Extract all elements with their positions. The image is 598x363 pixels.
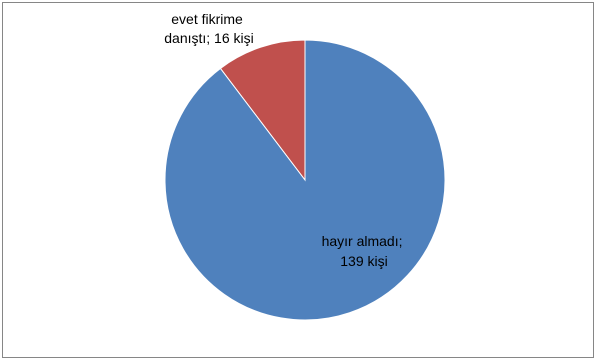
slice-label-hayir: hayır almadı; 139 kişi (322, 233, 407, 269)
pie-slices (164, 39, 446, 321)
pie-labels: evet fikrime danıştı; 16 kişi hayır alma… (164, 11, 407, 269)
pie-slice-hayir (164, 39, 446, 321)
slice-label-evet-line-2: danıştı; 16 kişi (164, 30, 254, 46)
slice-label-hayir-line-1: hayır almadı; (322, 233, 403, 249)
slice-label-hayir-line-2: 139 kişi (340, 253, 387, 269)
pie-slice-evet (219, 39, 306, 182)
slice-label-evet-line-1: evet fikrime (171, 11, 243, 27)
slice-label-evet: evet fikrime danıştı; 16 kişi (164, 11, 254, 46)
